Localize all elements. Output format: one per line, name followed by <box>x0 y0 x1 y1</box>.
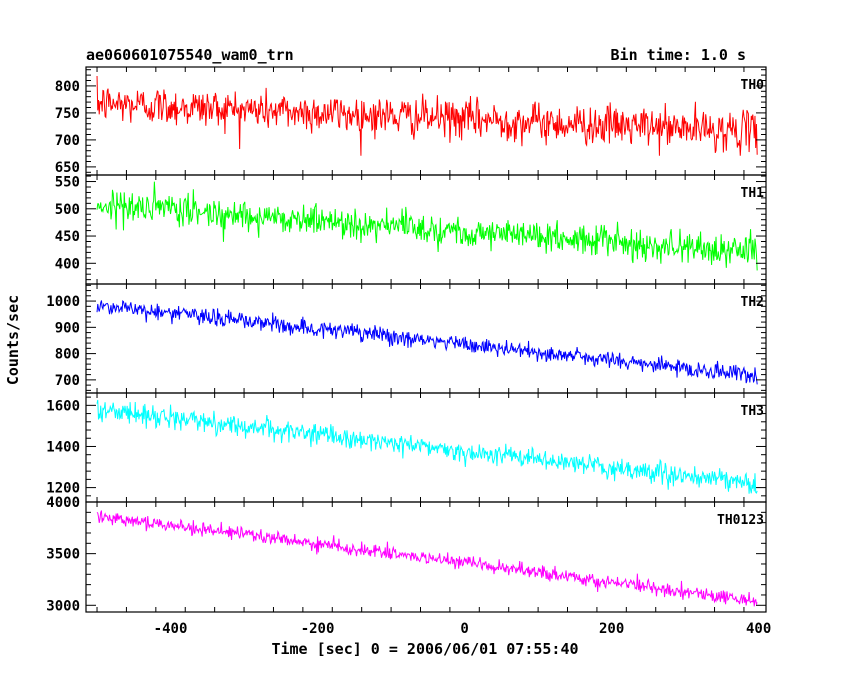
x-tick-label: -400 <box>154 621 188 637</box>
panel-th0123: 3000 3500 4000 TH0123 <box>46 495 767 614</box>
x-tick-label: 200 <box>599 621 624 637</box>
x-tick-label: -200 <box>301 621 335 637</box>
panel-name-label: TH1 <box>741 186 765 201</box>
y-tick-label: 900 <box>55 320 80 336</box>
panel-frame <box>85 283 767 394</box>
y-tick-label: 650 <box>55 160 80 176</box>
x-tick-label: 0 <box>460 621 468 637</box>
x-axis: -400 -200 0 200 400 <box>154 621 772 637</box>
series-line-th0123 <box>96 510 758 607</box>
panel-name-label: TH0 <box>741 78 765 93</box>
y-tick-label: 1000 <box>46 294 80 310</box>
panel-name-label: TH3 <box>741 404 764 419</box>
panel-frame <box>85 174 767 285</box>
panel-name-label: TH2 <box>741 295 764 310</box>
y-tick-label: 450 <box>55 229 80 245</box>
y-tick-label: 4000 <box>46 495 80 511</box>
y-tick-label: 1600 <box>46 398 80 414</box>
series-line-th0 <box>96 75 758 156</box>
x-tick-label: 400 <box>746 621 771 637</box>
series-line-th3 <box>96 399 758 494</box>
y-tick-label: 400 <box>55 256 80 272</box>
y-tick-label: 500 <box>55 202 80 218</box>
y-tick-label: 700 <box>55 373 80 389</box>
panel-frame <box>85 501 767 613</box>
panel-frame <box>85 392 767 503</box>
panel-th2: 700 800 900 1000 TH2 <box>46 283 767 394</box>
y-tick-label: 750 <box>55 106 80 122</box>
panel-name-label: TH0123 <box>717 513 764 528</box>
chart-title-right: Bin time: 1.0 s <box>611 46 746 64</box>
panels-layer: 650 700 750 800 TH0 400 450 500 550 TH1 700 800 900 1… <box>46 66 772 637</box>
x-axis-label: Time [sec] 0 = 2006/06/01 07:55:40 <box>271 640 578 658</box>
series-line-th2 <box>96 300 758 385</box>
panel-th1: 400 450 500 550 TH1 <box>55 174 767 285</box>
y-tick-label: 800 <box>55 347 80 363</box>
panel-th0: 650 700 750 800 TH0 <box>55 66 767 176</box>
y-tick-label: 550 <box>55 175 80 191</box>
y-axis-label: Counts/sec <box>4 295 22 385</box>
y-tick-label: 1400 <box>46 439 80 455</box>
chart-title-left: ae060601075540_wam0_trn <box>86 46 294 64</box>
y-tick-label: 800 <box>55 79 80 95</box>
y-tick-label: 1200 <box>46 481 80 497</box>
y-tick-label: 3500 <box>46 547 80 563</box>
y-tick-label: 3000 <box>46 598 80 614</box>
y-tick-label: 700 <box>55 133 80 149</box>
panel-th3: 1200 1400 1600 TH3 <box>46 392 767 503</box>
series-line-th1 <box>96 181 758 271</box>
